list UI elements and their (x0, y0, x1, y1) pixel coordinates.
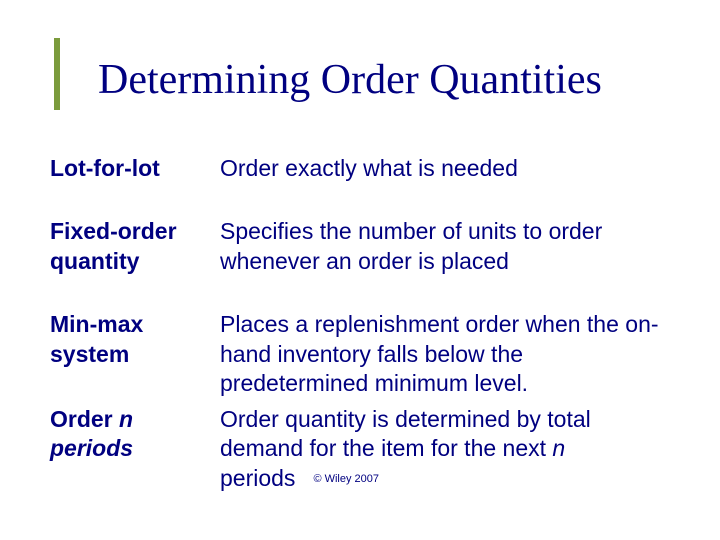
slide: Determining Order Quantities Lot-for-lot… (0, 0, 720, 540)
term-text: Order (50, 406, 119, 432)
desc-text-post: periods (220, 465, 295, 491)
term-label: Min-max system (50, 310, 220, 369)
term-description: Order quantity is determined by total de… (220, 405, 670, 493)
term-label: Order n periods (50, 405, 220, 464)
accent-bar (54, 38, 60, 110)
term-text: Min-max system (50, 311, 143, 366)
term-text: Lot-for-lot (50, 155, 160, 181)
term-label: Fixed-order quantity (50, 217, 220, 276)
term-text: Fixed-order quantity (50, 218, 177, 273)
term-description: Specifies the number of units to order w… (220, 217, 670, 276)
term-label: Lot-for-lot (50, 154, 220, 183)
definition-row: Fixed-order quantity Specifies the numbe… (50, 217, 670, 276)
definition-row: Order n periods Order quantity is determ… (50, 405, 670, 493)
definition-row: Min-max system Places a replenishment or… (50, 310, 670, 398)
slide-title: Determining Order Quantities (98, 56, 602, 104)
term-description: Order exactly what is needed (220, 154, 670, 183)
content-area: Lot-for-lot Order exactly what is needed… (50, 154, 670, 493)
row-gap (50, 183, 670, 217)
copyright-text: © Wiley 2007 (295, 473, 379, 485)
desc-text: Specifies the number of units to order w… (220, 218, 602, 273)
desc-italic: n (552, 435, 565, 461)
definition-row: Lot-for-lot Order exactly what is needed (50, 154, 670, 183)
desc-text: Order quantity is determined by total de… (220, 406, 591, 461)
row-gap (50, 276, 670, 310)
desc-text: Places a replenishment order when the on… (220, 311, 659, 396)
desc-text: Order exactly what is needed (220, 155, 518, 181)
term-description: Places a replenishment order when the on… (220, 310, 670, 398)
